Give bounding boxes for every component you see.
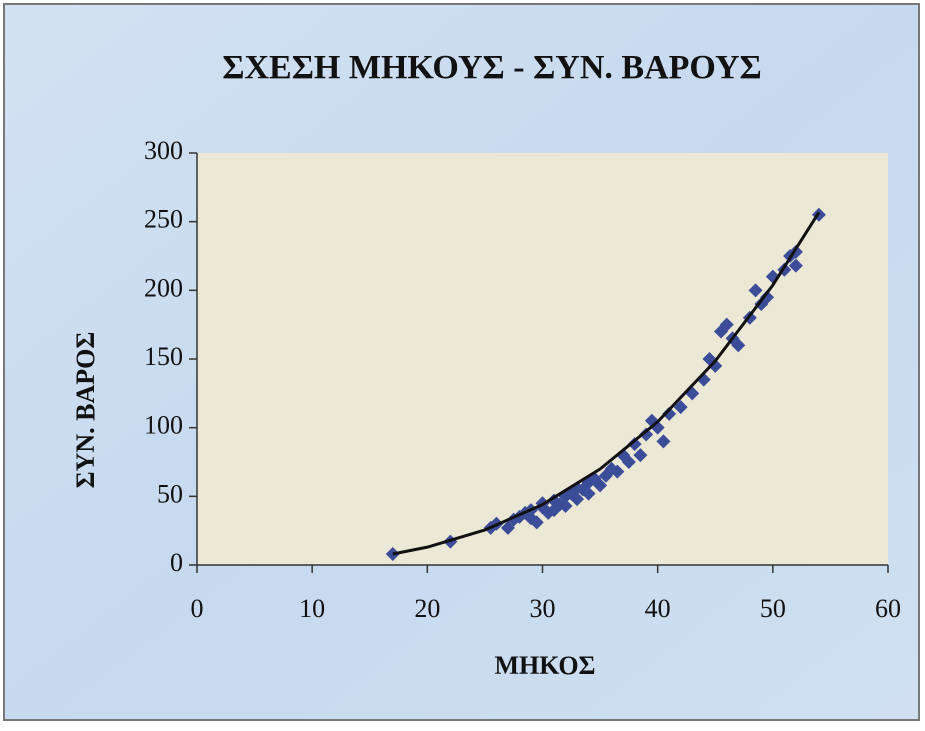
point (788, 258, 803, 273)
chart-title: ΣΧΕΣΗ ΜΗΚΟΥΣ - ΣΥΝ. ΒΑΡΟΥΣ (222, 49, 762, 86)
y-tick-label: 200 (144, 273, 183, 302)
point (748, 283, 763, 298)
point (760, 290, 775, 305)
point (673, 400, 688, 415)
point (581, 486, 596, 501)
x-tick-label: 20 (414, 594, 440, 623)
point (529, 515, 544, 530)
point (662, 406, 677, 421)
x-tick-label: 30 (530, 594, 556, 623)
y-tick-label: 50 (157, 479, 183, 508)
point (570, 492, 585, 507)
point (633, 448, 648, 463)
point (719, 317, 734, 332)
point (627, 437, 642, 452)
trend-line (392, 211, 821, 556)
point (656, 434, 671, 449)
x-tick-label: 40 (645, 594, 671, 623)
point (639, 427, 654, 442)
point (541, 505, 556, 520)
x-tick-label: 0 (191, 594, 204, 623)
point (731, 338, 746, 353)
y-tick-label: 0 (170, 548, 183, 577)
point (621, 455, 636, 469)
x-tick-label: 10 (299, 594, 325, 623)
y-axis-label: ΣΥΝ. ΒΑΡΟΣ (71, 332, 100, 489)
y-tick-label: 250 (144, 205, 183, 234)
x-tick-label: 60 (875, 594, 901, 623)
point (593, 478, 608, 493)
y-tick-label: 300 (144, 136, 183, 165)
point (708, 358, 723, 373)
y-tick-label: 150 (144, 342, 183, 371)
x-tick-label: 50 (760, 594, 786, 623)
x-axis-label: ΜΗΚΟΣ (494, 651, 595, 680)
point (610, 464, 625, 479)
y-tick-label: 100 (144, 411, 183, 440)
point (558, 498, 573, 513)
